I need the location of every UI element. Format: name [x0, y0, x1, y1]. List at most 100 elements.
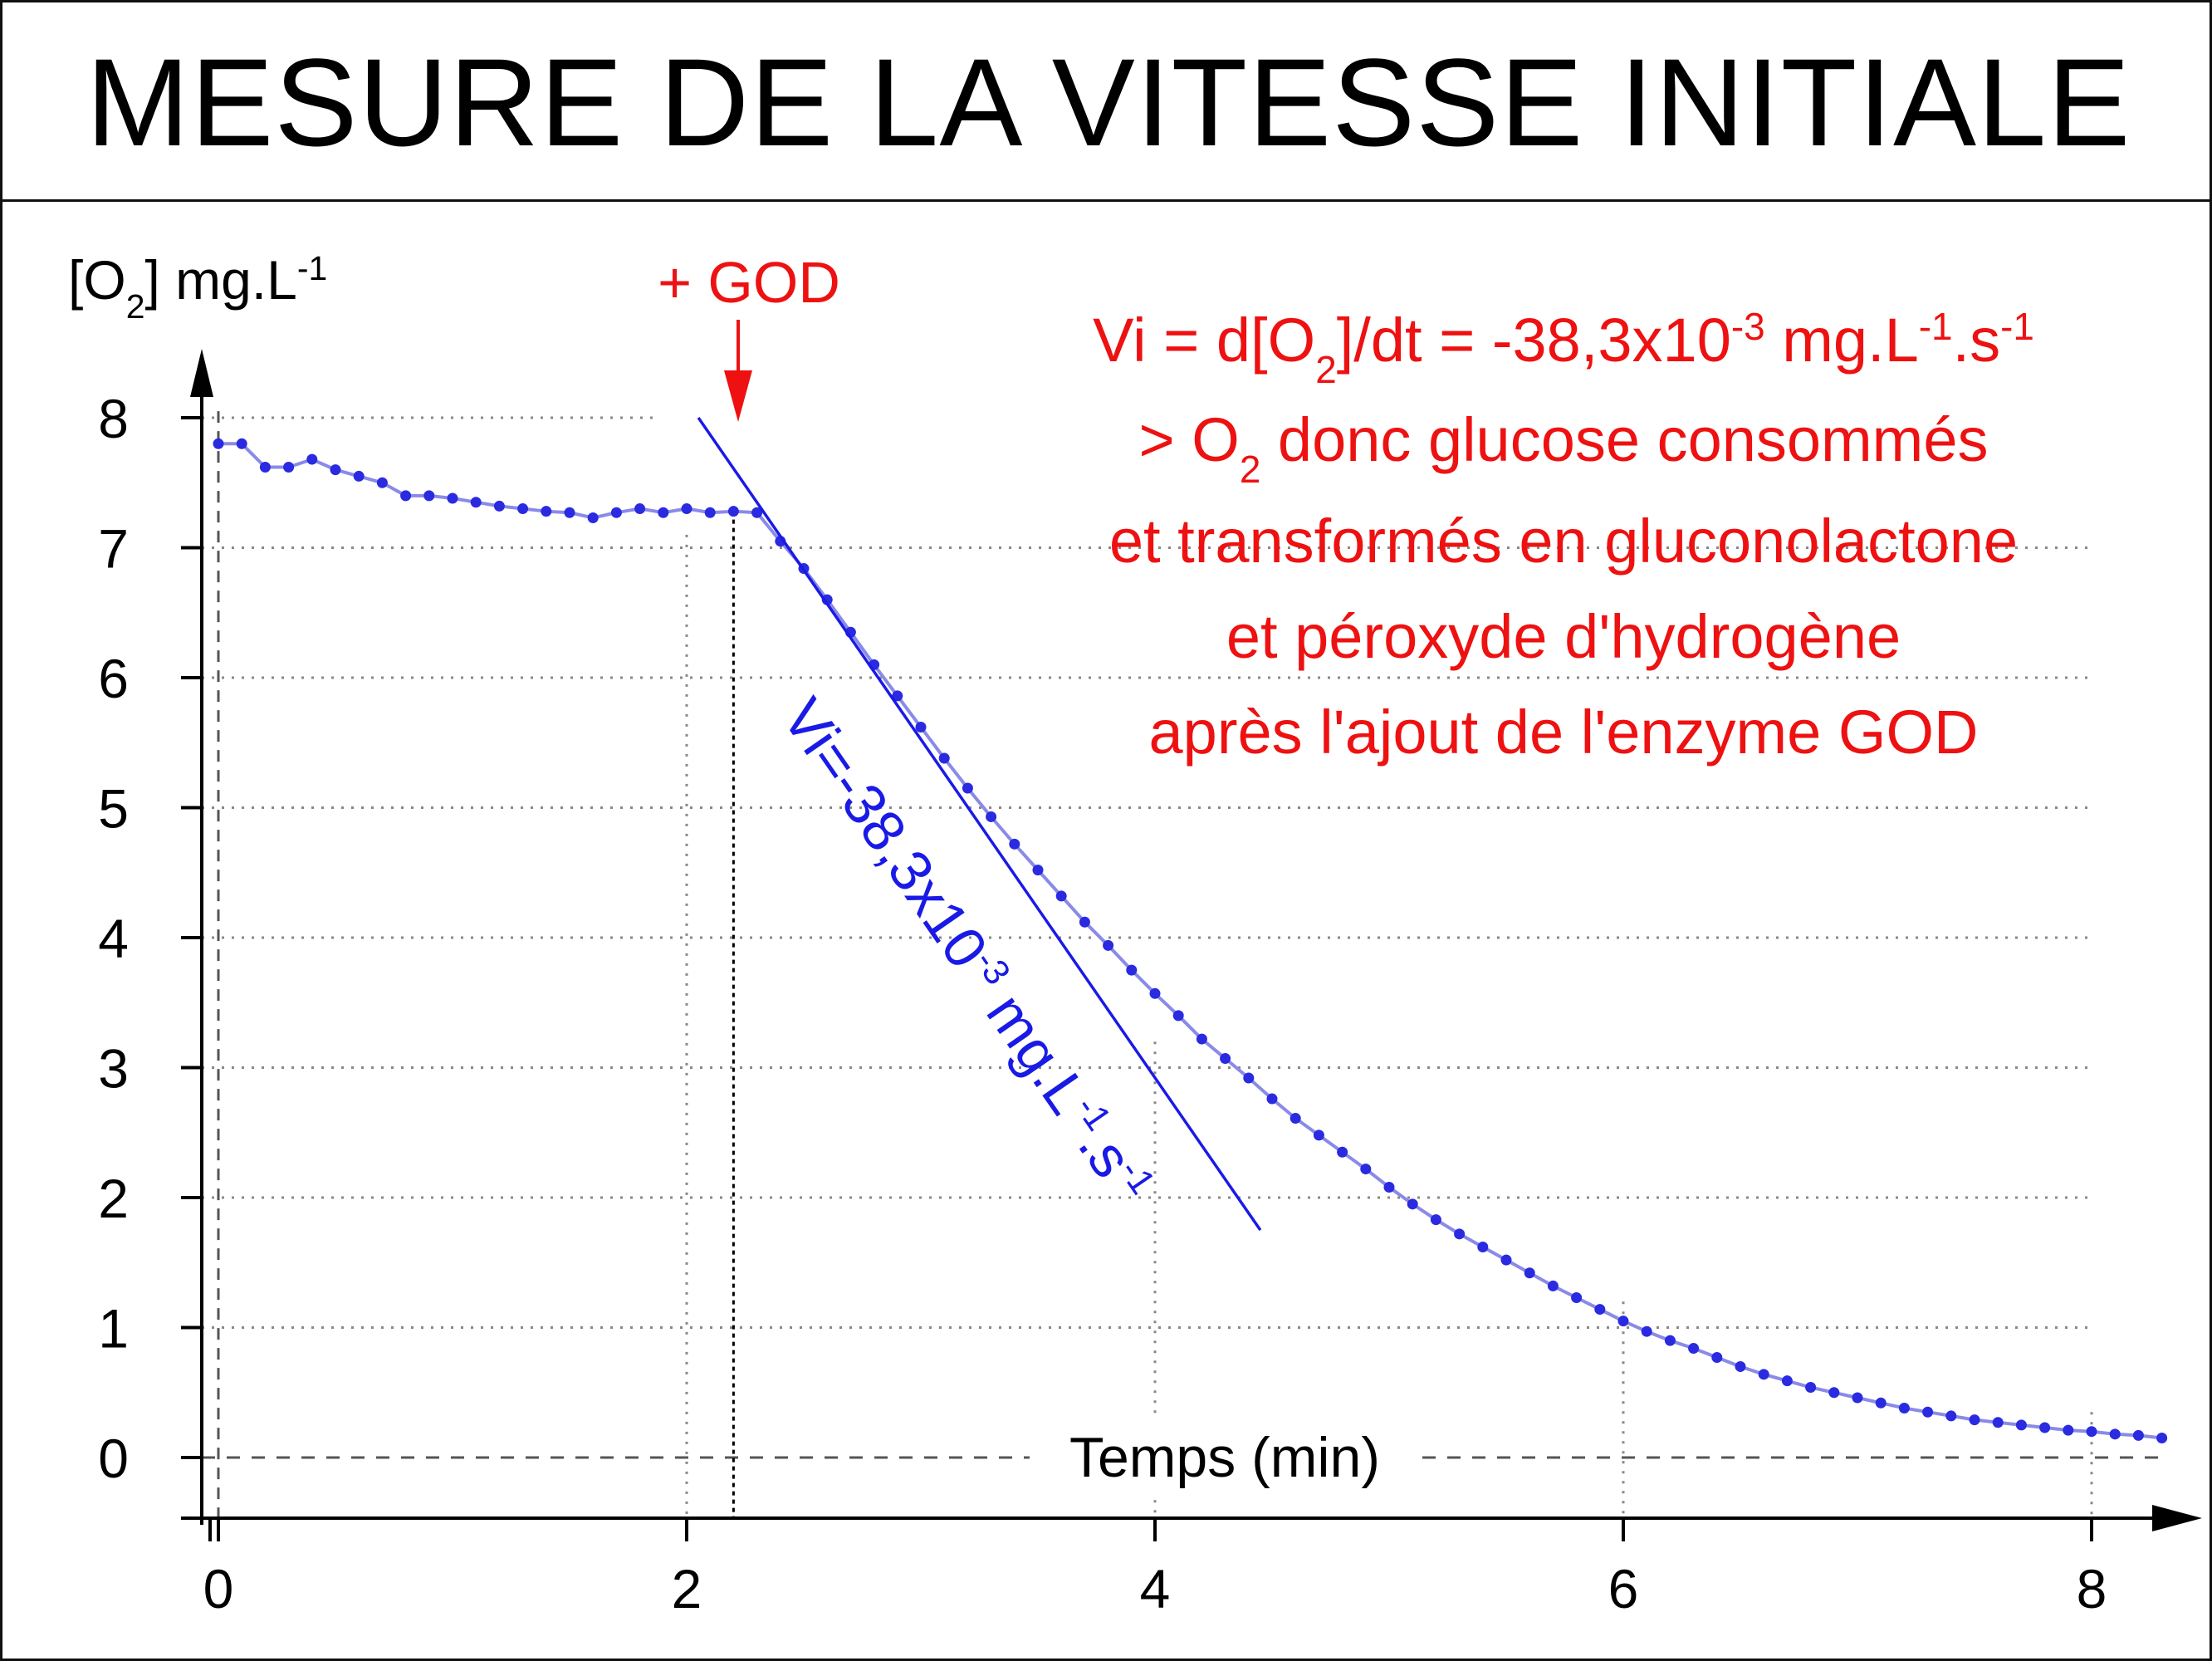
- data-point: [2132, 1429, 2144, 1441]
- data-point: [1477, 1241, 1489, 1252]
- data-point: [938, 752, 950, 764]
- chart-title: MESURE DE LA VITESSE INITIALE: [86, 32, 2131, 172]
- data-point: [1313, 1129, 1324, 1141]
- data-point: [1617, 1316, 1629, 1327]
- x-tick-label-2: 2: [672, 1558, 702, 1619]
- data-point: [1337, 1146, 1348, 1158]
- data-point: [1220, 1053, 1231, 1065]
- title-band: MESURE DE LA VITESSE INITIALE: [2, 2, 2212, 202]
- data-point: [704, 507, 716, 518]
- data-point: [2109, 1428, 2121, 1440]
- data-point: [213, 438, 224, 449]
- data-point: [1664, 1335, 1676, 1346]
- x-tick-label-0: 0: [203, 1558, 234, 1619]
- data-point: [1594, 1304, 1606, 1316]
- data-point: [1266, 1093, 1278, 1105]
- data-point: [1735, 1360, 1746, 1372]
- y-tick-label-2: 2: [98, 1168, 129, 1229]
- y-tick-label-3: 3: [98, 1038, 129, 1100]
- x-label-backdrop: [1030, 1420, 1420, 1495]
- y-tick-label-1: 1: [98, 1298, 129, 1360]
- explanation-line-3: et péroxyde d'hydrogène: [1226, 602, 1901, 671]
- data-point: [376, 477, 388, 488]
- data-point: [1524, 1267, 1535, 1279]
- data-point: [423, 490, 435, 502]
- tangent-line: [697, 417, 1262, 1232]
- data-point: [1383, 1181, 1395, 1193]
- data-point: [493, 500, 505, 512]
- data-point: [283, 461, 295, 473]
- x-tick-label-4: 4: [1140, 1558, 1171, 1619]
- data-point: [1500, 1254, 1512, 1266]
- y-tick-label-5: 5: [98, 778, 129, 840]
- y-axis-arrow-icon: [190, 349, 213, 397]
- data-point: [1196, 1033, 1207, 1045]
- data-point: [447, 492, 458, 504]
- y-tick-label-7: 7: [98, 518, 129, 580]
- data-point: [541, 506, 552, 517]
- data-point: [1688, 1343, 1700, 1355]
- data-point: [1781, 1375, 1793, 1387]
- data-point: [986, 811, 997, 822]
- data-point: [517, 503, 529, 515]
- data-point: [1805, 1381, 1817, 1393]
- data-point: [2086, 1426, 2097, 1438]
- data-point: [1126, 964, 1138, 976]
- series-line: [218, 442, 2162, 1440]
- explanation-line-1: > O2 donc glucose consommés: [1139, 405, 1989, 491]
- data-point: [2063, 1424, 2074, 1436]
- data-point: [1430, 1214, 1441, 1226]
- data-point: [1360, 1164, 1372, 1175]
- data-point: [962, 782, 973, 794]
- data-point: [564, 507, 575, 518]
- data-point: [330, 464, 341, 476]
- data-point: [1969, 1414, 1980, 1426]
- data-point: [751, 507, 763, 518]
- data-point: [400, 490, 412, 502]
- explanation-line-2: et transformés en gluconolactone: [1109, 507, 2018, 576]
- data-point: [1243, 1072, 1255, 1084]
- data-point: [1454, 1228, 1466, 1240]
- data-point: [236, 438, 247, 449]
- data-point: [1055, 890, 1067, 902]
- data-point: [1875, 1397, 1887, 1409]
- data-point: [1992, 1417, 2004, 1428]
- data-point: [2039, 1422, 2051, 1433]
- data-point: [1079, 916, 1090, 928]
- data-point: [1828, 1387, 1840, 1399]
- data-point: [727, 506, 739, 517]
- data-point: [306, 453, 318, 465]
- data-point: [1945, 1410, 1957, 1422]
- data-point: [259, 461, 271, 473]
- data-point: [2156, 1433, 2168, 1444]
- data-point: [1172, 1010, 1184, 1022]
- data-point: [610, 507, 622, 518]
- data-point: [587, 512, 599, 524]
- data-point: [353, 470, 365, 482]
- data-point: [1547, 1280, 1559, 1291]
- x-axis-arrow-icon: [2152, 1505, 2202, 1531]
- data-point: [1290, 1113, 1301, 1124]
- equation-text: Vi = d[O2]/dt = -38,3x10-3 mg.L-1.s-1: [1093, 305, 2034, 391]
- x-axis-label: Temps (min): [1069, 1426, 1380, 1489]
- data-point: [892, 690, 903, 702]
- data-point: [1103, 939, 1114, 951]
- data-point: [634, 503, 646, 515]
- y-axis-label: [O2] mg.L-1: [68, 249, 327, 326]
- y-tick-label-0: 0: [98, 1428, 129, 1489]
- data-point: [1758, 1369, 1769, 1380]
- data-point: [1852, 1392, 1863, 1404]
- data-point: [2015, 1419, 2027, 1431]
- y-tick-label-4: 4: [98, 908, 129, 969]
- y-tick-label-8: 8: [98, 388, 129, 449]
- data-point: [1922, 1406, 1934, 1418]
- data-point: [1407, 1198, 1418, 1210]
- data-point: [658, 507, 669, 518]
- tangent-label: Vi=-38,3x10-3 mg.L-1.s-1: [770, 687, 1163, 1215]
- data-point: [1571, 1292, 1583, 1304]
- data-point: [1898, 1403, 1910, 1414]
- data-point: [1032, 865, 1044, 876]
- data-point: [1711, 1351, 1723, 1363]
